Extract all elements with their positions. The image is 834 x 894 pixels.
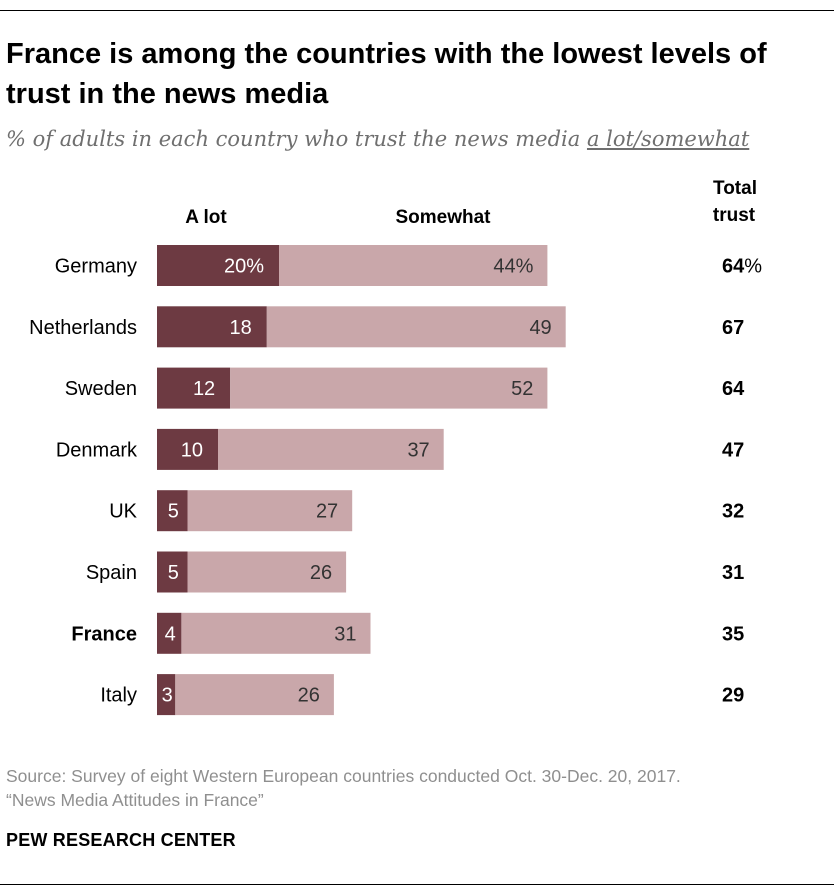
category-label: Germany (55, 256, 137, 278)
total-value: 67 (722, 317, 744, 339)
bar-a-lot (157, 306, 267, 348)
bar-somewhat (187, 551, 347, 593)
label-somewhat: 27 (316, 501, 338, 523)
legend-somewhat: Somewhat (395, 207, 491, 228)
total-value: 47 (722, 439, 744, 461)
total-value: 32 (722, 501, 744, 523)
subtitle-text: % of adults in each country who trust th… (6, 127, 587, 151)
bar-a-lot (157, 245, 279, 286)
source-note: Source: Survey of eight Western European… (6, 764, 826, 812)
bar-a-lot (157, 428, 218, 470)
total-header-line-2: trust (713, 205, 756, 226)
chart-subtitle: % of adults in each country who trust th… (6, 124, 826, 154)
bar-a-lot (157, 674, 176, 716)
stacked-bar-chart: A lot Somewhat Total trust Germany 20% 44% 64% N… (29, 178, 762, 716)
label-a-lot: 12 (193, 378, 215, 400)
bar-somewhat (230, 367, 548, 409)
bar-a-lot (157, 367, 231, 409)
label-somewhat: 44% (493, 256, 533, 278)
label-somewhat: 31 (334, 623, 356, 645)
bar-somewhat (279, 245, 548, 286)
label-a-lot: 3 (162, 685, 173, 707)
label-somewhat: 52 (511, 378, 533, 400)
total-header-line-1: Total (713, 178, 757, 199)
label-somewhat: 49 (529, 317, 551, 339)
bar-somewhat (181, 612, 371, 654)
chart-title: France is among the countries with the l… (6, 38, 767, 110)
category-label: UK (109, 501, 137, 523)
brand-logo-text: PEW RESEARCH CENTER (6, 830, 236, 850)
subtitle-emphasis: a lot/somewhat (586, 127, 750, 151)
bar-somewhat (175, 674, 334, 716)
category-label: Denmark (56, 439, 138, 461)
bar-somewhat (266, 306, 566, 348)
label-somewhat: 37 (407, 439, 429, 461)
bar-a-lot (157, 551, 188, 593)
label-a-lot: 4 (165, 623, 176, 645)
total-value: 64 (722, 378, 745, 400)
legend-a-lot: A lot (185, 207, 227, 228)
top-rule (0, 10, 834, 11)
total-value: 64% (722, 256, 762, 278)
bar-somewhat (218, 428, 444, 470)
label-somewhat: 26 (310, 562, 332, 584)
total-value: 29 (722, 685, 744, 707)
total-value: 35 (722, 623, 744, 645)
source-line-1: Source: Survey of eight Western European… (6, 766, 681, 786)
category-label: France (71, 623, 137, 645)
label-a-lot: 10 (181, 439, 203, 461)
label-a-lot: 5 (168, 562, 179, 584)
bar-a-lot (157, 490, 188, 532)
label-a-lot: 18 (230, 317, 252, 339)
category-label: Spain (86, 562, 137, 584)
source-line-2: “News Media Attitudes in France” (6, 790, 264, 810)
bar-a-lot (157, 612, 182, 654)
bar-somewhat (187, 490, 353, 532)
bottom-rule (0, 884, 834, 885)
category-label: Netherlands (29, 317, 137, 339)
category-label: Sweden (65, 378, 137, 400)
label-a-lot: 20% (224, 256, 264, 278)
total-percent-sign: % (744, 256, 762, 278)
label-somewhat: 26 (298, 685, 320, 707)
category-label: Italy (100, 685, 137, 707)
total-value: 31 (722, 562, 744, 584)
label-a-lot: 5 (168, 501, 179, 523)
